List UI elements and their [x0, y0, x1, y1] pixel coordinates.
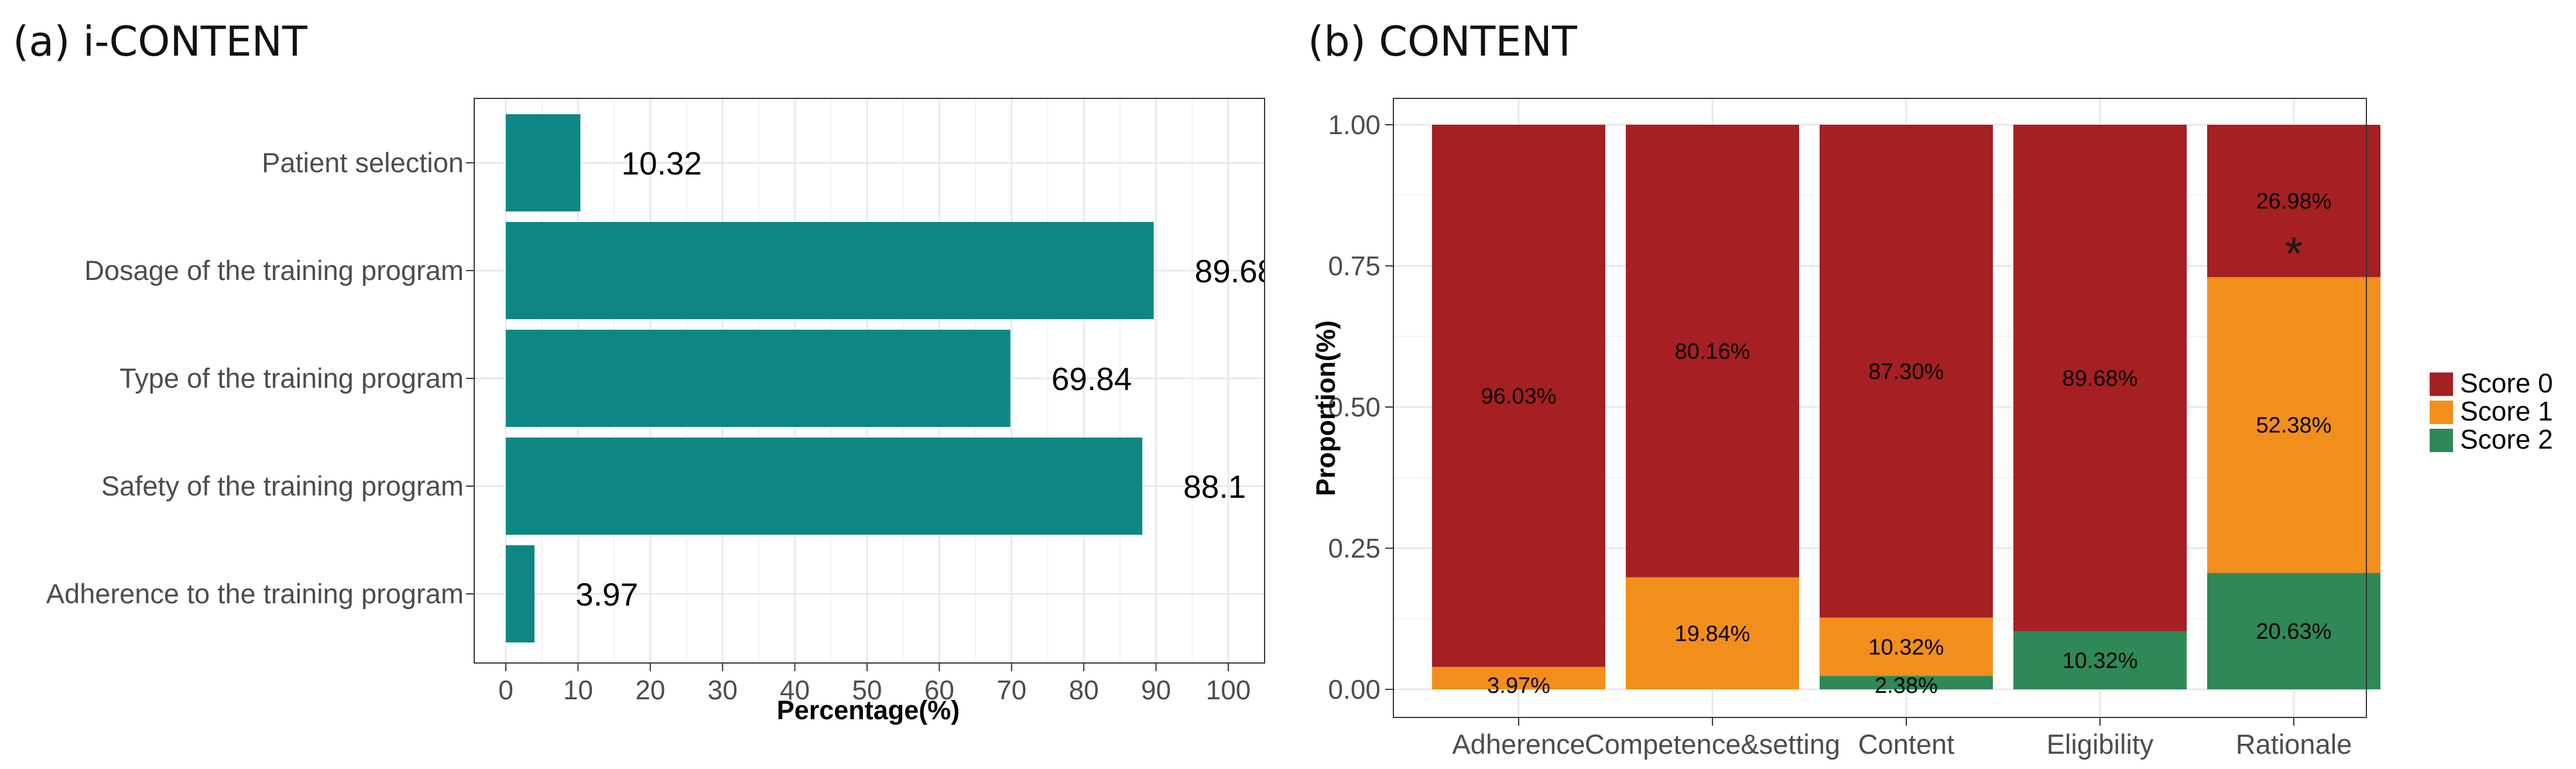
panel-a-category-labels: Patient selection Dosage of the training … [46, 147, 474, 609]
panel-b-plot-border [1393, 98, 2367, 718]
segment-label: 80.16% [1675, 339, 1751, 364]
segment-label: 96.03% [1481, 384, 1557, 409]
panel-a-bars: 10.32 89.68 69.84 88.1 3.97 [506, 114, 1276, 642]
x-tick-label: 0 [498, 675, 513, 705]
category-label: Adherence to the training program [46, 578, 464, 609]
y-tick-label: 0.50 [1328, 392, 1381, 422]
bar-segment [1432, 667, 1605, 689]
panel-a-title: (a) i-CONTENT [13, 18, 307, 66]
y-tick-label: 0.00 [1328, 674, 1381, 705]
significance-marker: * [2284, 227, 2303, 279]
bar-segment [1626, 125, 1799, 577]
bar [506, 438, 1143, 535]
y-tick-label: 1.00 [1328, 110, 1381, 140]
bar-value-label: 88.1 [1183, 469, 1246, 505]
x-tick-label: 40 [780, 675, 810, 705]
x-tick-label: 60 [924, 675, 954, 705]
legend-label: Score 2 [2460, 424, 2553, 454]
bar-segment [1820, 125, 1993, 618]
category-label: Content [1858, 729, 1955, 760]
bar [506, 114, 581, 211]
segment-label: 10.32% [1869, 635, 1944, 659]
panel-a-plot-border [474, 98, 1265, 664]
segment-label: 2.38% [1875, 674, 1938, 698]
bar-segment [1820, 676, 1993, 689]
x-tick-label: 90 [1141, 675, 1171, 705]
legend-swatch [2430, 429, 2453, 452]
segment-label: 26.98% [2256, 189, 2332, 214]
bar-segment [1432, 125, 1605, 667]
bar [506, 330, 1010, 427]
bar-segment [2013, 125, 2187, 631]
panel-b-bars [1432, 125, 2380, 689]
x-tick-label: 50 [852, 675, 882, 705]
bar-segment [2207, 125, 2380, 278]
bar-segment [2013, 631, 2187, 689]
segment-label: 52.38% [2256, 413, 2332, 438]
bar-value-label: 3.97 [576, 576, 638, 613]
panel-b-y-ticks: 0.00 0.25 0.50 0.75 1.00 [1328, 110, 1393, 705]
bar-segment [2207, 573, 2380, 689]
x-tick-label: 20 [635, 675, 665, 705]
segment-label: 19.84% [1675, 621, 1751, 646]
category-label: Rationale [2236, 729, 2352, 760]
panel-b-y-axis-title: Proportion(%) [1311, 320, 1341, 496]
panel-a-x-ticks: 0 10 20 30 40 50 60 70 80 90 100 [498, 663, 1251, 705]
segment-label: 3.97% [1487, 674, 1550, 698]
x-tick-label: 80 [1069, 675, 1099, 705]
panel-b-segment-labels: 3.97% 96.03% 19.84% 80.16% 2.38% 10.32% 87.30%… [1481, 189, 2332, 698]
y-tick-label: 0.75 [1328, 251, 1381, 281]
category-label: Dosage of the training program [84, 255, 464, 286]
category-label: Adherence [1452, 729, 1585, 760]
panel-b-title: (b) CONTENT [1308, 18, 1577, 66]
segment-label: 89.68% [2063, 366, 2138, 391]
panel-a-x-axis-title: Percentage(%) [777, 695, 960, 725]
x-tick-label: 100 [1206, 675, 1251, 705]
legend-label: Score 0 [2460, 368, 2553, 398]
legend-swatch [2430, 372, 2453, 396]
y-tick-label: 0.25 [1328, 533, 1381, 563]
panel-a: (a) i-CONTENT 10.32 89.68 69.84 88.1 3.97 Pa… [13, 18, 1276, 725]
x-tick-label: 30 [708, 675, 738, 705]
segment-label: 20.63% [2256, 620, 2332, 644]
x-tick-label: 70 [996, 675, 1026, 705]
bar [506, 222, 1154, 319]
category-label: Eligibility [2047, 729, 2154, 760]
category-label: Competence&setting [1585, 729, 1840, 760]
bar-value-label: 10.32 [621, 145, 702, 182]
x-tick-label: 10 [563, 675, 593, 705]
category-label: Safety of the training program [101, 470, 464, 501]
bar-segment [2207, 277, 2380, 573]
panel-b-category-labels: Adherence Competence&setting Content Eligib… [1452, 717, 2352, 760]
segment-label: 87.30% [1869, 360, 1944, 384]
bar-value-label: 89.68 [1195, 253, 1276, 289]
bar-value-label: 69.84 [1051, 361, 1132, 397]
legend-swatch [2430, 401, 2453, 424]
bar [506, 545, 535, 642]
bar-segment [1626, 577, 1799, 689]
segment-label: 10.32% [2063, 648, 2138, 673]
legend-label: Score 1 [2460, 396, 2553, 426]
panel-b: (b) CONTENT 3.97% 96.03% 19.84% 80.16% 2.38%… [1308, 18, 2553, 760]
bar-segment [1820, 617, 1993, 676]
category-label: Type of the training program [119, 363, 464, 394]
category-label: Patient selection [262, 147, 464, 178]
